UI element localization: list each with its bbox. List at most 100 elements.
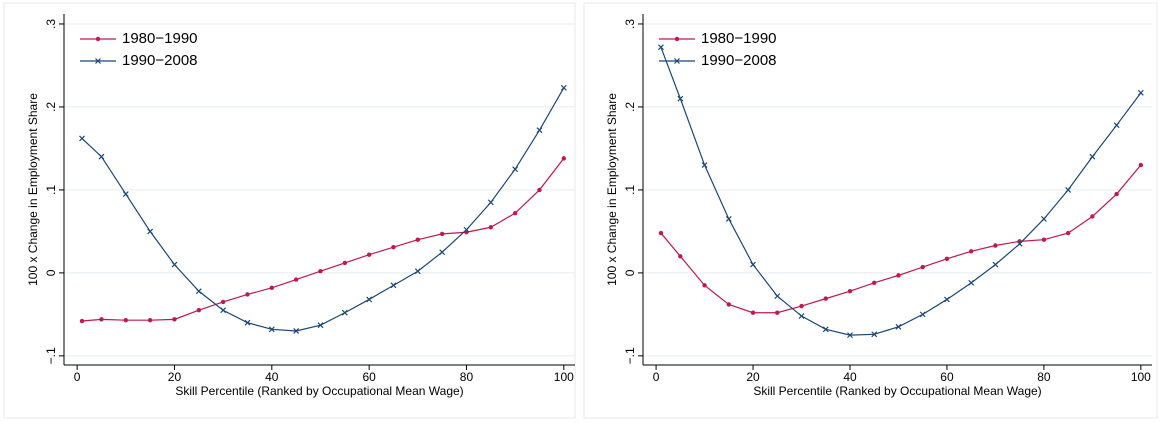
point — [774, 293, 781, 300]
y-tick-label: .2 — [623, 102, 637, 112]
point — [920, 264, 925, 270]
point — [99, 317, 104, 322]
point — [1041, 237, 1047, 242]
point — [726, 302, 732, 307]
point — [1040, 216, 1047, 222]
y-tick-label: .3 — [44, 19, 58, 29]
point — [1089, 153, 1096, 160]
legend-marker — [95, 36, 101, 42]
legend-label: 1990−2008 — [701, 52, 777, 69]
x-tick-label: 40 — [843, 370, 857, 384]
point — [390, 282, 397, 289]
point — [415, 237, 421, 242]
point — [1065, 230, 1071, 236]
point — [512, 210, 518, 216]
point — [439, 231, 445, 237]
x-tick-label: 100 — [554, 370, 574, 384]
legend-marker — [674, 58, 680, 64]
point — [822, 326, 829, 333]
point — [366, 296, 373, 303]
legend-label: 1980−1990 — [701, 30, 777, 47]
legend-label: 1980−1990 — [122, 30, 198, 47]
point — [1114, 191, 1119, 197]
point — [366, 252, 372, 257]
panel-frame — [583, 2, 1158, 419]
point — [1138, 162, 1144, 168]
x-tick-label: 40 — [265, 370, 279, 384]
point — [293, 328, 300, 334]
point — [79, 318, 85, 324]
point — [147, 228, 154, 235]
point — [992, 261, 999, 268]
point — [196, 308, 202, 313]
point — [463, 226, 470, 233]
point — [847, 288, 853, 294]
point — [944, 256, 950, 261]
point — [293, 277, 299, 282]
point — [122, 191, 129, 197]
point — [993, 243, 998, 248]
x-tick-label: 100 — [1131, 370, 1151, 384]
point — [1016, 240, 1023, 247]
x-tick-label: 60 — [362, 370, 376, 384]
point — [245, 292, 250, 297]
point — [872, 280, 877, 286]
point — [919, 311, 926, 318]
point — [391, 244, 396, 250]
point — [414, 268, 421, 275]
point — [750, 261, 756, 268]
x-tick-label: 0 — [74, 370, 81, 384]
x-tick-label: 80 — [460, 370, 474, 384]
x-tick-label: 80 — [1037, 370, 1051, 384]
point — [172, 317, 177, 322]
y-tick-label: .2 — [44, 102, 58, 112]
point — [560, 84, 567, 91]
point — [799, 303, 804, 309]
point — [79, 135, 85, 142]
point — [1137, 89, 1144, 96]
x-tick-label: 0 — [653, 370, 660, 384]
x-tick-label: 60 — [940, 370, 954, 384]
point — [171, 261, 178, 268]
point — [798, 313, 805, 319]
point — [896, 273, 901, 278]
x-tick-label: 20 — [746, 370, 760, 384]
point — [658, 44, 664, 51]
point — [678, 254, 683, 259]
point — [244, 319, 251, 326]
point — [268, 326, 275, 333]
panel-frame — [3, 2, 576, 419]
point — [536, 127, 543, 134]
point — [895, 323, 902, 330]
point — [123, 317, 129, 323]
point — [702, 283, 707, 288]
point — [750, 310, 756, 315]
point — [220, 307, 227, 314]
y-tick-label: .1 — [623, 185, 637, 195]
point — [944, 296, 950, 303]
point — [269, 285, 275, 291]
point — [871, 331, 878, 338]
point — [512, 166, 519, 173]
point — [725, 216, 732, 222]
y-tick-label: 0 — [623, 269, 637, 276]
point — [1090, 214, 1095, 219]
point — [677, 95, 684, 102]
point — [341, 309, 348, 316]
point — [775, 310, 780, 315]
point — [1113, 122, 1120, 129]
legend-marker — [674, 36, 680, 42]
y-tick-label: −.1 — [623, 347, 637, 364]
point — [823, 296, 828, 301]
x-tick-label: 20 — [168, 370, 182, 384]
point — [658, 230, 664, 236]
y-tick-label: 0 — [44, 269, 58, 276]
point — [701, 162, 708, 168]
point — [317, 322, 324, 329]
point — [342, 260, 348, 266]
y-axis-label: 100 x Change in Employment Share — [605, 93, 619, 286]
point — [220, 299, 226, 305]
point — [318, 269, 323, 274]
legend-label: 1990−2008 — [122, 52, 198, 69]
